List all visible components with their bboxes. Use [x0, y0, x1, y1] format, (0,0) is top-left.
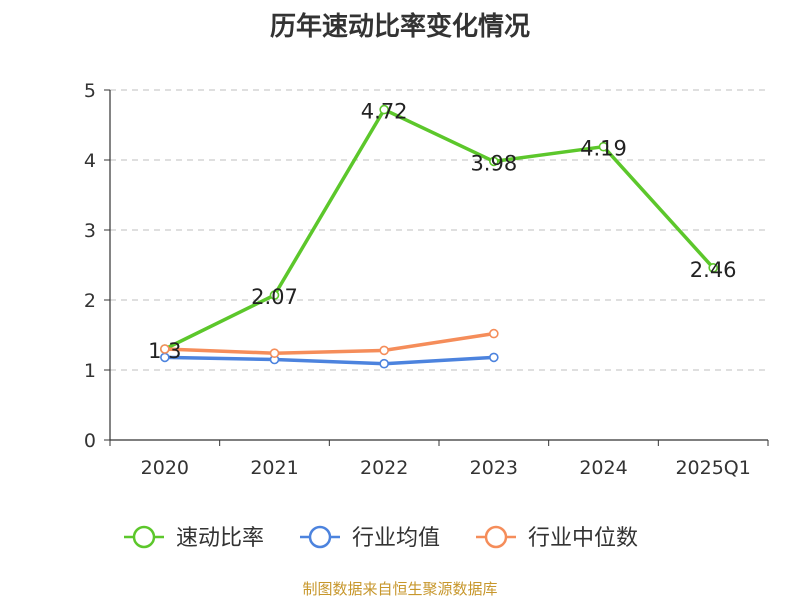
data-point-1: [379, 358, 389, 369]
y-tick-label: 3: [84, 220, 96, 242]
data-point-1: [489, 352, 499, 363]
legend-label: 行业中位数: [528, 526, 638, 551]
data-label: 3.98: [470, 151, 517, 175]
series-line-2: [164, 331, 495, 355]
source-note: 制图数据来自恒生聚源数据库: [302, 580, 498, 598]
x-tick-label: 2025Q1: [675, 457, 750, 479]
data-point-0: [379, 104, 389, 115]
data-point-0: [598, 141, 609, 152]
x-tick-label: 2021: [250, 457, 298, 479]
x-tick-label: 2024: [579, 457, 627, 479]
x-tick-label: 2023: [470, 457, 518, 479]
data-label: 2.46: [690, 258, 737, 282]
data-point-0: [708, 262, 718, 273]
data-point-0: [269, 290, 280, 300]
data-point-0: [489, 156, 499, 167]
data-label: 4.19: [580, 137, 627, 161]
y-tick-label: 1: [84, 360, 96, 382]
series-line-0: [164, 107, 715, 351]
data-point-2: [269, 348, 280, 359]
legend-label: 速动比率: [176, 526, 264, 551]
data-point-2: [160, 344, 170, 354]
data-point-2: [489, 328, 499, 339]
y-tick-label: 4: [84, 150, 96, 172]
data-label: 4.72: [361, 100, 408, 124]
legend-marker-0: [132, 525, 156, 549]
data-point-2: [379, 345, 389, 356]
x-tick-label: 2022: [360, 457, 408, 479]
y-tick-label: 2: [84, 290, 96, 312]
data-label: 2.07: [251, 285, 298, 309]
legend-label: 行业均值: [352, 526, 440, 551]
legend-marker-2: [484, 525, 508, 549]
legend-marker-1: [308, 525, 332, 549]
chart-title: 历年速动比率变化情况: [269, 12, 530, 42]
y-tick-label: 5: [84, 80, 96, 102]
series-line-1: [164, 355, 494, 366]
data-point-1: [160, 352, 170, 363]
y-tick-label: 0: [84, 430, 96, 452]
x-tick-label: 2020: [141, 457, 189, 479]
